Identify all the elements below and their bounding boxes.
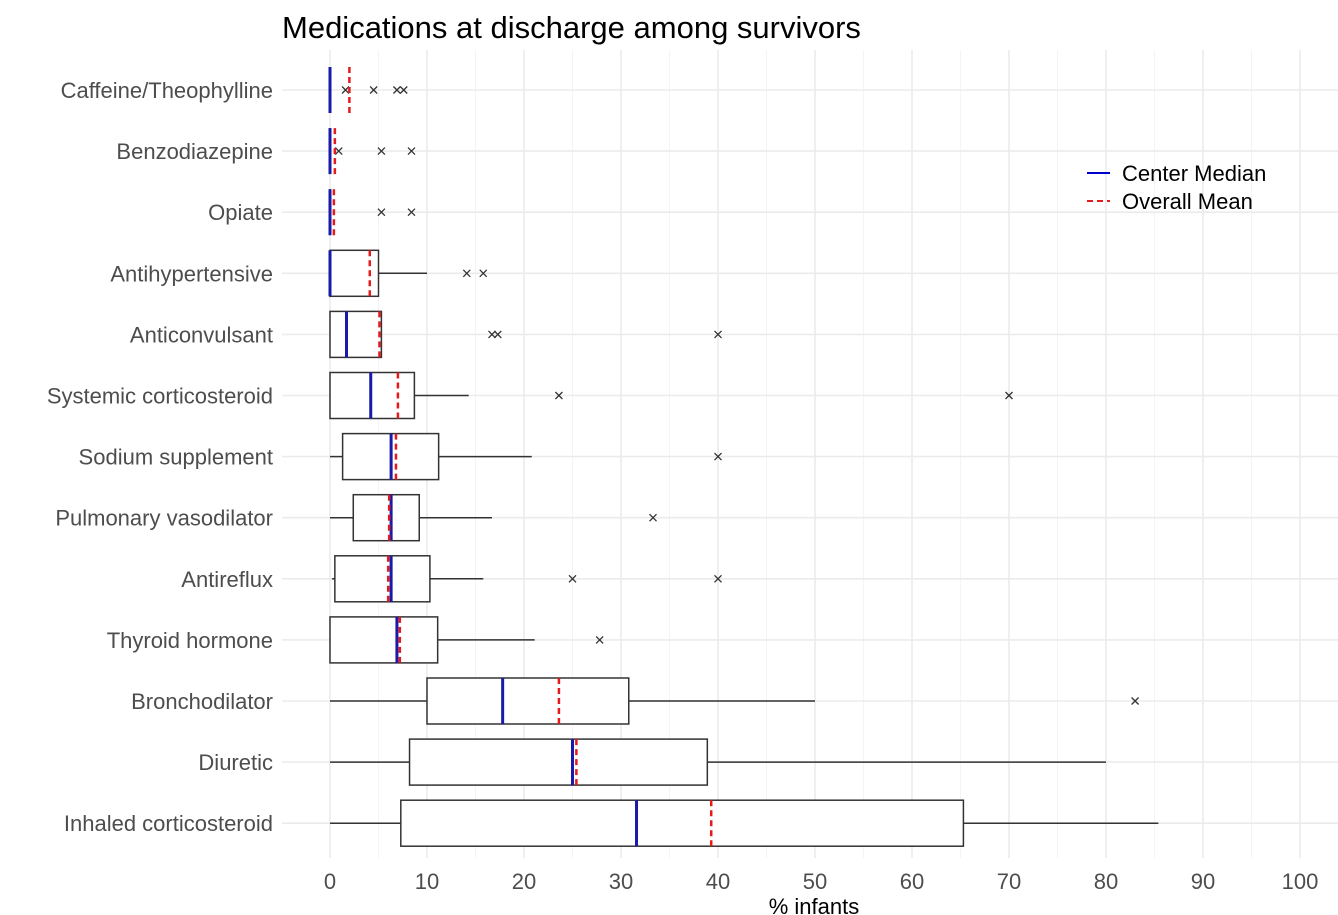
- category-label: Antireflux: [181, 567, 273, 592]
- box-bronchodilator: [330, 677, 1140, 725]
- x-tick-label: 100: [1282, 869, 1319, 894]
- outlier-point: [568, 574, 577, 583]
- x-axis-title: % infants: [769, 894, 860, 915]
- outlier-point: [649, 513, 657, 522]
- category-label: Benzodiazepine: [116, 139, 273, 164]
- box-sodium-supplement: [330, 432, 722, 481]
- box-antireflux: [331, 555, 722, 603]
- box-diuretic: [330, 738, 1106, 786]
- outlier-point: [377, 208, 386, 217]
- category-label: Inhaled corticosteroid: [64, 811, 273, 836]
- category-label: Antihypertensive: [110, 261, 273, 286]
- boxes: [328, 67, 1159, 847]
- category-label: Sodium supplement: [79, 445, 273, 470]
- x-tick-label: 80: [1094, 869, 1118, 894]
- category-label: Caffeine/Theophylline: [61, 78, 273, 103]
- outlier-point: [554, 391, 563, 400]
- outlier-point: [1005, 391, 1013, 400]
- legend-label: Center Median: [1122, 161, 1266, 186]
- outlier-point: [377, 147, 386, 156]
- category-label: Systemic corticosteroid: [47, 384, 273, 409]
- x-tick-label: 0: [324, 869, 336, 894]
- iqr-box: [334, 555, 431, 603]
- x-tick-label: 20: [512, 869, 536, 894]
- iqr-box: [329, 249, 380, 298]
- category-label: Pulmonary vasodilator: [55, 506, 273, 531]
- category-label: Thyroid hormone: [107, 628, 273, 653]
- legend-item: Overall Mean: [1087, 189, 1253, 214]
- outlier-point: [1131, 697, 1140, 705]
- category-label: Diuretic: [198, 750, 273, 775]
- outlier-point: [493, 330, 502, 339]
- x-tick-label: 10: [415, 869, 439, 894]
- outlier-point: [341, 86, 350, 94]
- x-tick-label: 70: [997, 869, 1021, 894]
- grid: [282, 50, 1338, 858]
- outlier-point: [714, 330, 722, 339]
- box-thyroid-hormone: [329, 616, 604, 664]
- iqr-box: [329, 310, 383, 359]
- x-tick-label: 50: [803, 869, 827, 894]
- outlier-point: [369, 86, 378, 94]
- x-tick-labels: 0 10 20 30 40 50 60 70 80 90 100: [324, 869, 1318, 894]
- outlier-point: [407, 147, 416, 156]
- x-tick-label: 30: [609, 869, 633, 894]
- category-label: Opiate: [208, 200, 273, 225]
- category-label: Anticonvulsant: [130, 322, 273, 347]
- iqr-box: [329, 616, 439, 664]
- x-tick-label: 60: [900, 869, 924, 894]
- outlier-point: [334, 147, 343, 156]
- legend: Center Median Overall Mean: [1087, 161, 1266, 214]
- chart-title: Medications at discharge among survivors: [282, 10, 861, 45]
- box-caffeine-theophylline: [328, 67, 408, 113]
- box-inhaled-corticosteroid: [330, 799, 1159, 847]
- category-label: Bronchodilator: [131, 689, 273, 714]
- box-opiate: [328, 189, 416, 236]
- outlier-point: [399, 86, 408, 94]
- box-pulmonary-vasodilator: [330, 493, 657, 542]
- outlier-point: [488, 330, 496, 339]
- category-labels: Caffeine/Theophylline Benzodiazepine Opiat…: [47, 78, 273, 836]
- outlier-point: [714, 452, 722, 461]
- iqr-box: [426, 677, 630, 725]
- legend-label: Overall Mean: [1122, 189, 1253, 214]
- outlier-point: [714, 574, 722, 583]
- outlier-point: [392, 86, 401, 94]
- iqr-box: [400, 799, 965, 847]
- outlier-point: [479, 269, 488, 278]
- outlier-point: [407, 208, 416, 217]
- outlier-point: [595, 635, 604, 644]
- x-tick-label: 90: [1191, 869, 1215, 894]
- x-tick-label: 40: [706, 869, 730, 894]
- iqr-box: [352, 493, 420, 542]
- box-antihypertensive: [328, 249, 488, 298]
- box-benzodiazepine: [328, 128, 416, 175]
- box-anticonvulsant: [329, 310, 722, 359]
- box-systemic-corticosteroid: [329, 371, 1013, 420]
- outlier-point: [462, 269, 471, 278]
- iqr-box: [408, 738, 709, 786]
- legend-item: Center Median: [1087, 161, 1266, 186]
